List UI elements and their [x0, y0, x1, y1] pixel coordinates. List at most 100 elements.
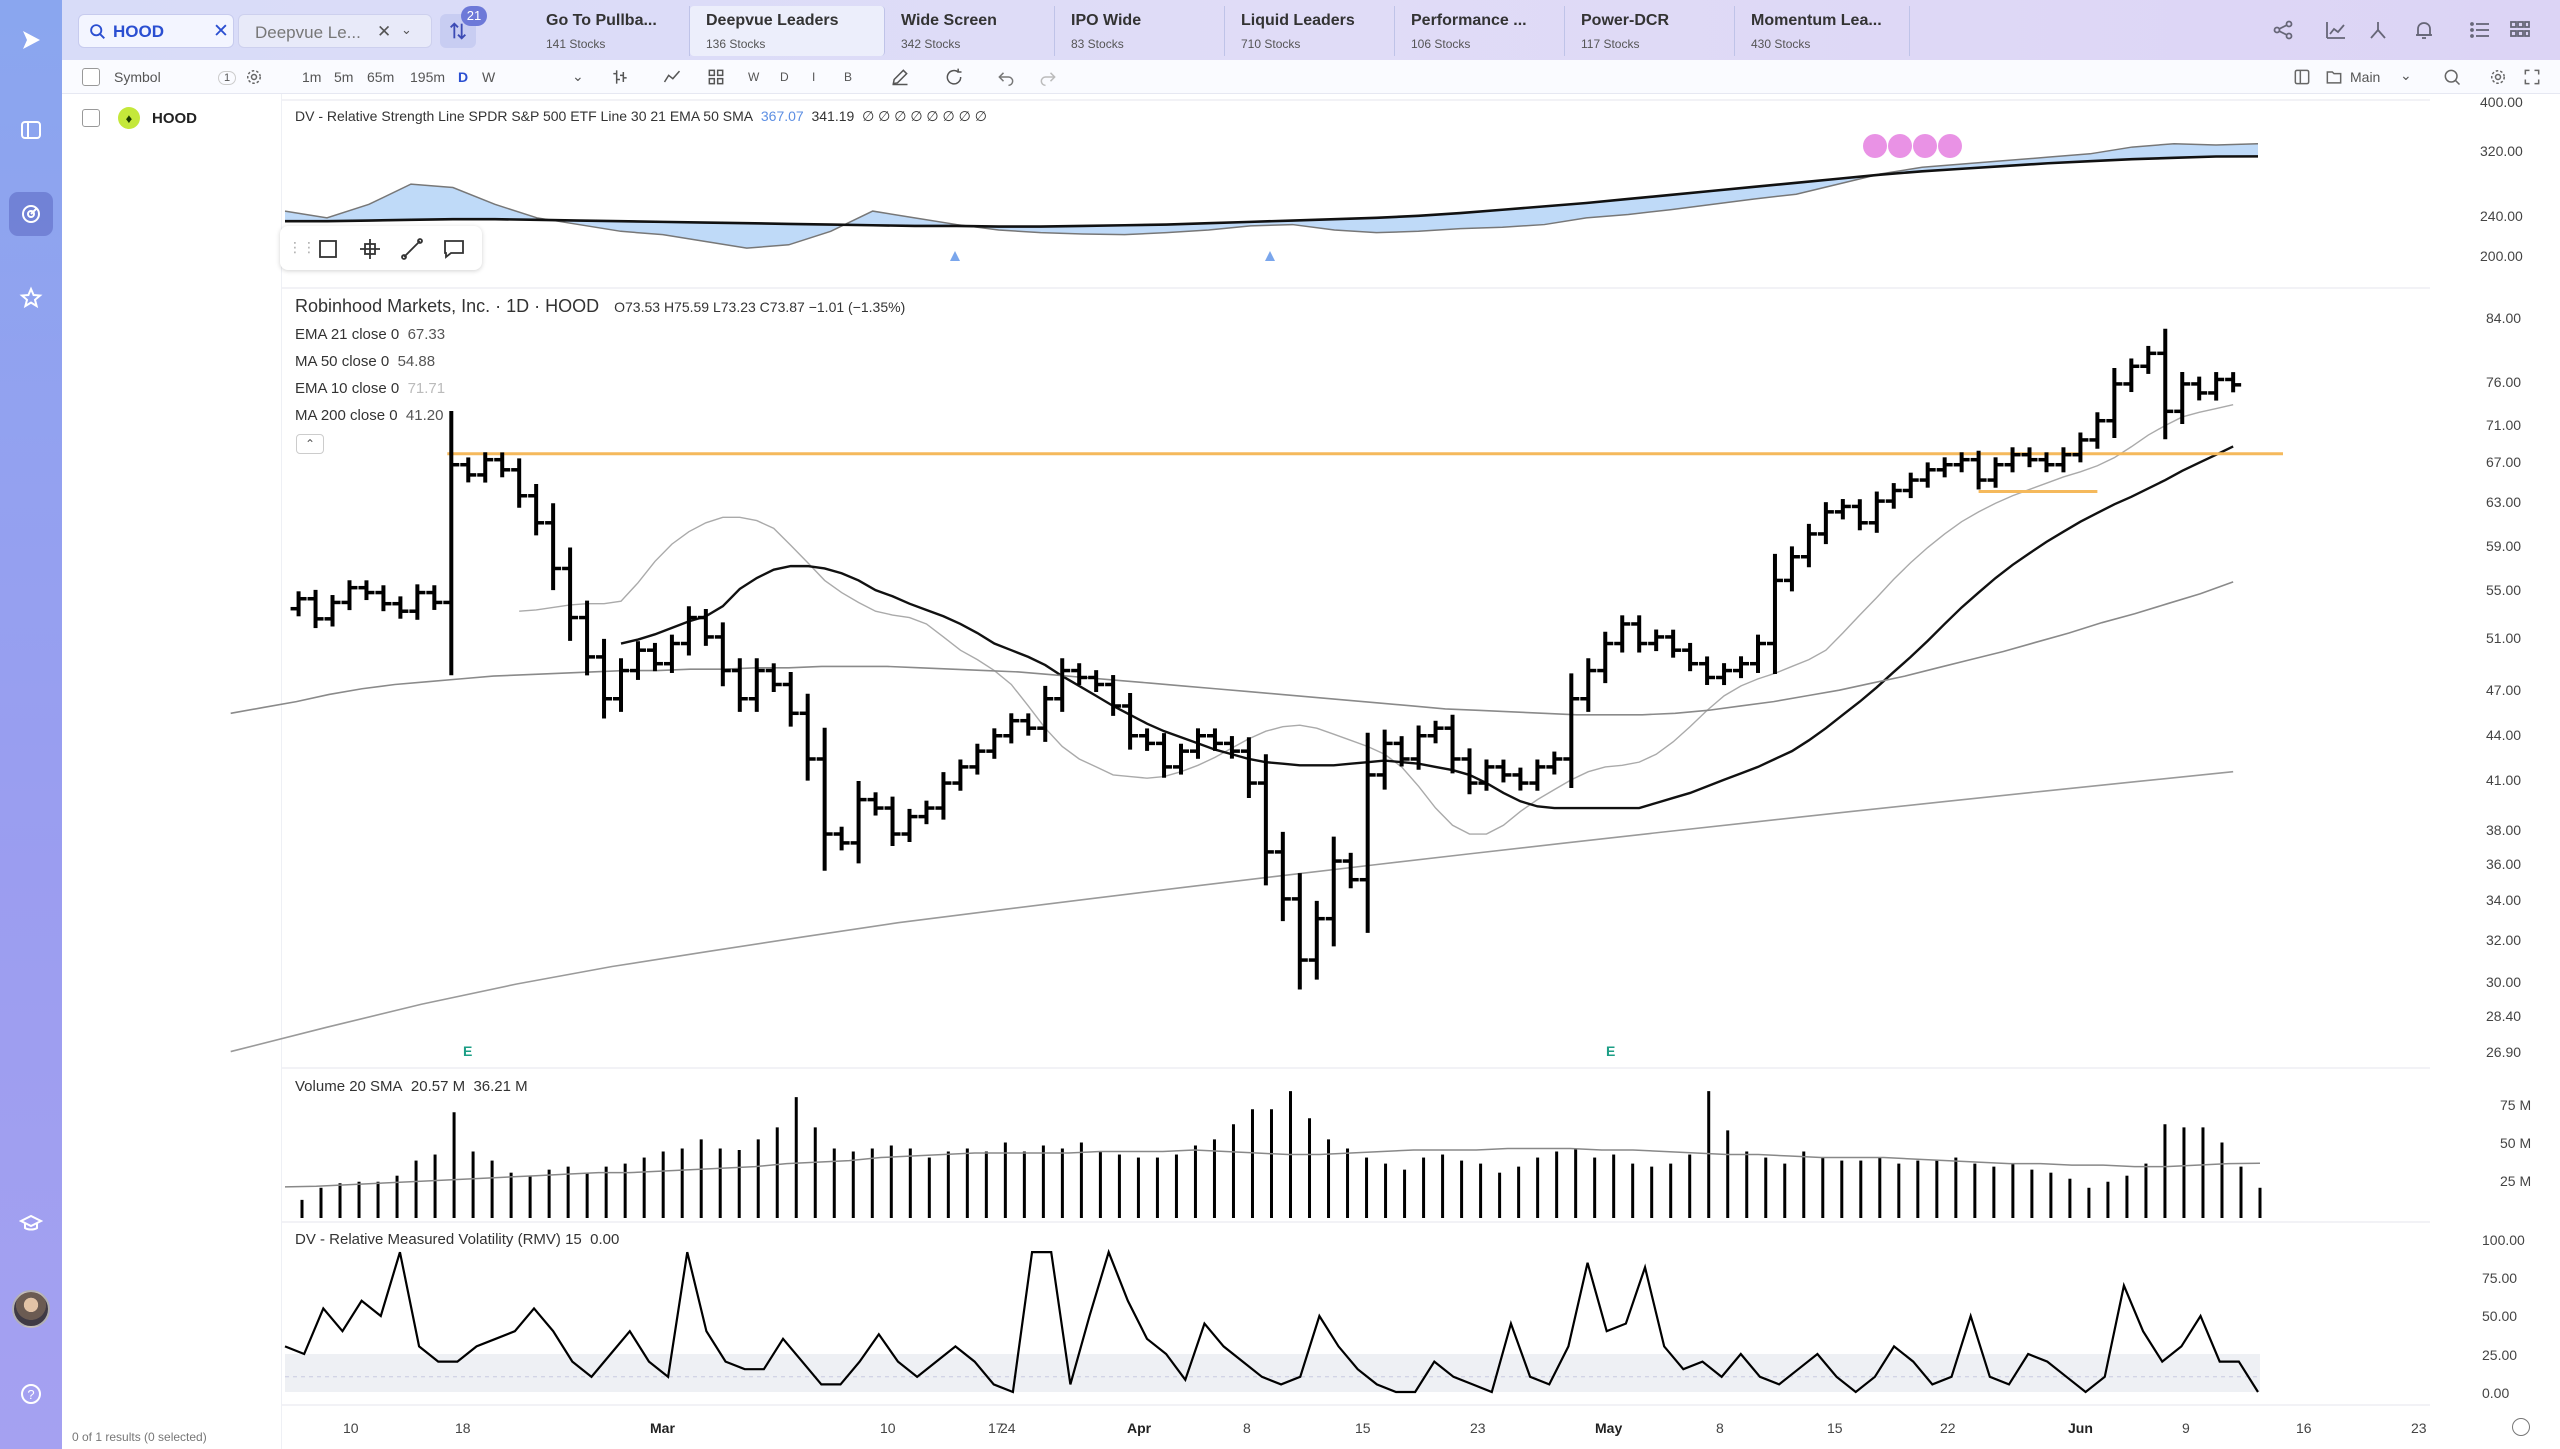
list-item[interactable]: ♦ HOOD	[62, 102, 282, 134]
list-icon[interactable]	[2468, 18, 2492, 42]
price-bar	[1682, 642, 1699, 672]
alert-icon[interactable]	[2412, 18, 2436, 42]
price-bar	[714, 622, 731, 687]
time-axis-tick: May	[1595, 1420, 1623, 1436]
chart-icon[interactable]	[2324, 18, 2348, 42]
svg-text:?: ?	[27, 1387, 34, 1402]
watchlist-tab[interactable]: Deepvue Leaders 136 Stocks	[690, 6, 885, 56]
refresh-icon[interactable]	[944, 67, 964, 87]
watchlist-tab[interactable]: Performance ... 106 Stocks	[1395, 6, 1565, 56]
layout-name[interactable]: Main	[2350, 69, 2381, 85]
gear-icon[interactable]	[244, 67, 264, 87]
rs-new-high-dot	[1938, 134, 1962, 158]
scanner-icon[interactable]	[9, 192, 53, 236]
search-box[interactable]: ✕	[78, 14, 234, 48]
watchlist-icon[interactable]	[9, 108, 53, 152]
crosshair-icon[interactable]	[358, 237, 382, 261]
replay-icon[interactable]	[2442, 67, 2462, 87]
avatar[interactable]	[12, 1290, 50, 1328]
price-bar	[1342, 852, 1359, 889]
chevron-down-icon[interactable]: ⌄	[401, 22, 412, 37]
comment-icon[interactable]	[442, 237, 466, 261]
price-bar	[1749, 634, 1766, 673]
redo-icon[interactable]	[1038, 67, 1058, 87]
templates-icon[interactable]	[706, 67, 726, 87]
drag-handle-icon[interactable]: ⋮⋮	[288, 239, 316, 255]
toolbar-letter-i[interactable]: I	[812, 70, 816, 84]
symbol-column-header[interactable]: Symbol	[114, 69, 161, 85]
price-bar	[1461, 748, 1478, 795]
price-bar	[663, 634, 680, 673]
price-bar	[290, 591, 307, 617]
price-bar	[1648, 629, 1665, 652]
ma-legend-text: EMA 10 close 0	[295, 380, 400, 397]
indicators-icon[interactable]	[662, 67, 682, 87]
watchlist-tab-name: Liquid Leaders	[1241, 12, 1355, 29]
price-bar	[1410, 725, 1427, 770]
ma-legend: EMA 21 close 0 67.33	[295, 326, 445, 343]
save-layout-icon[interactable]	[2324, 67, 2344, 87]
trend-line-icon[interactable]	[400, 237, 424, 261]
close-icon[interactable]: ✕	[377, 22, 392, 41]
settings-icon[interactable]	[2488, 67, 2508, 87]
bar-style-icon[interactable]	[610, 67, 630, 87]
price-bar	[579, 600, 596, 676]
watchlist-tab[interactable]: Liquid Leaders 710 Stocks	[1225, 6, 1395, 56]
help-icon[interactable]: ?	[9, 1372, 53, 1416]
price-bar	[1580, 658, 1597, 712]
time-axis-tick: Mar	[650, 1420, 675, 1436]
interval-65m[interactable]: 65m	[367, 69, 395, 85]
price-axis-tick: 28.40	[2486, 1008, 2522, 1024]
layout-icon[interactable]	[2292, 67, 2312, 87]
toolbar-letter-w[interactable]: W	[748, 70, 760, 84]
volume-axis-tick: 75 M	[2500, 1097, 2532, 1113]
watchlist-tab[interactable]: Momentum Lea... 430 Stocks	[1735, 6, 1910, 56]
learn-icon[interactable]	[9, 1202, 53, 1246]
search-input[interactable]	[113, 21, 203, 43]
toolbar-letter-b[interactable]: B	[844, 70, 853, 84]
price-bar	[2225, 372, 2242, 393]
watchlist-select[interactable]: Deepvue Le... ✕ ⌄	[238, 14, 432, 48]
price-bar	[748, 658, 765, 712]
grid-icon[interactable]	[2508, 18, 2532, 42]
watchlist-tab-count: 342 Stocks	[901, 37, 961, 51]
price-bar	[1274, 831, 1291, 922]
price-axis-tick: 76.00	[2486, 374, 2522, 390]
undo-icon[interactable]	[996, 67, 1016, 87]
price-bar	[324, 595, 341, 627]
watchlist-tab-name: Deepvue Leaders	[706, 12, 839, 29]
price-axis-tick: 26.90	[2486, 1044, 2522, 1060]
fullscreen-icon[interactable]	[2522, 67, 2542, 87]
select-all-checkbox[interactable]	[82, 68, 100, 86]
row-checkbox[interactable]	[82, 109, 100, 127]
interval-5m[interactable]: 5m	[334, 69, 354, 85]
clear-search-icon[interactable]: ✕	[213, 21, 229, 42]
watchlist-tab[interactable]: Power-DCR 117 Stocks	[1565, 6, 1735, 56]
watchlist-tab[interactable]: Wide Screen 342 Stocks	[885, 6, 1055, 56]
ma-legend-value: 67.33	[407, 326, 446, 343]
watchlist-tab[interactable]: Go To Pullba... 141 Stocks	[530, 6, 690, 56]
price-axis-tick: 41.00	[2486, 772, 2522, 788]
time-axis-tick: 24	[1000, 1420, 1016, 1436]
toolbar-letter-d[interactable]: D	[780, 70, 789, 84]
timezone-settings-icon[interactable]	[2512, 1418, 2530, 1436]
rectangle-icon[interactable]	[316, 237, 340, 261]
price-axis-tick: 44.00	[2486, 727, 2522, 743]
interval-195m[interactable]: 195m	[410, 69, 446, 85]
pencil-icon[interactable]	[890, 67, 910, 87]
interval-1m[interactable]: 1m	[302, 69, 322, 85]
star-icon[interactable]	[9, 276, 53, 320]
split-icon[interactable]	[2366, 18, 2390, 42]
watchlist-tab-name: Power-DCR	[1581, 12, 1670, 29]
time-axis-tick: 16	[2296, 1420, 2312, 1436]
collapse-legend-button[interactable]: ⌃	[296, 434, 324, 454]
share-icon[interactable]	[2271, 18, 2295, 42]
chart-title: Robinhood Markets, Inc. · 1D · HOOD O73.…	[295, 296, 905, 317]
price-axis-tick: 34.00	[2486, 892, 2522, 908]
interval-d[interactable]: D	[458, 69, 469, 85]
watchlist-tab[interactable]: IPO Wide 83 Stocks	[1055, 6, 1225, 56]
play-logo-icon[interactable]	[9, 18, 53, 62]
interval-w[interactable]: W	[482, 69, 496, 85]
chevron-down-icon[interactable]: ⌄	[572, 68, 584, 84]
chevron-down-icon[interactable]: ⌄	[2400, 67, 2412, 83]
